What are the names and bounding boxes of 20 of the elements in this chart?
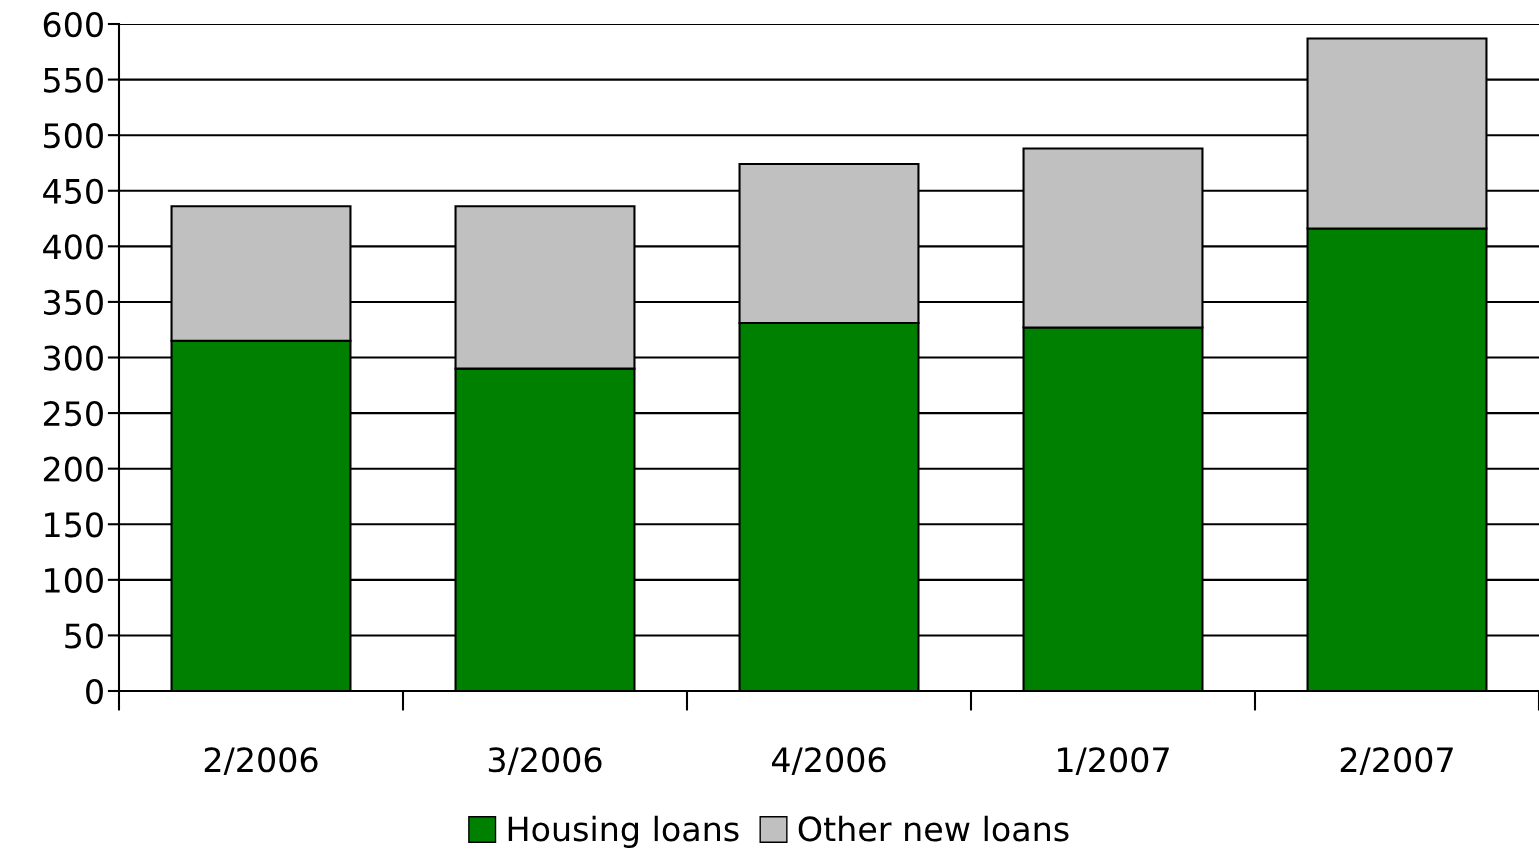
y-tick-label: 500: [44, 123, 103, 149]
legend-label: Other new loans: [798, 815, 1069, 842]
y-tick-label: 250: [43, 401, 103, 427]
x-tick-label: 2/2006: [204, 747, 318, 775]
y-tick-label: 50: [65, 623, 103, 649]
y-tick-label: 300: [44, 345, 103, 371]
y-tick-label: 100: [45, 567, 103, 593]
y-tick-label: 200: [43, 456, 103, 482]
x-tick-label: 3/2006: [488, 747, 602, 775]
y-tick-label: 450: [43, 178, 103, 204]
y-tick-label: 350: [44, 289, 103, 316]
y-tick-label: 400: [43, 234, 103, 260]
legend-label: Housing loans: [508, 815, 739, 848]
x-tick-label: 1/2007: [1058, 747, 1169, 775]
x-tick-label: 4/2006: [771, 747, 886, 775]
x-tick-label: 2/2007: [1340, 747, 1453, 775]
y-tick-label: 0: [86, 678, 103, 705]
y-tick-label: 600: [43, 11, 103, 38]
y-tick-label: 550: [44, 67, 103, 93]
y-tick-label: 150: [45, 512, 103, 538]
